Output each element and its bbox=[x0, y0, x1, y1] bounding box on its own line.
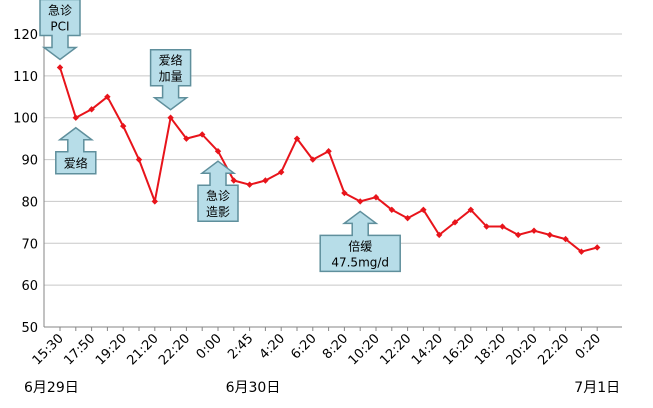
data-point bbox=[167, 114, 174, 121]
x-tick-label: 22:20 bbox=[535, 331, 572, 368]
y-tick-label: 90 bbox=[21, 154, 38, 169]
callout: 急诊 PCI bbox=[39, 0, 81, 61]
x-tick-label: 0:00 bbox=[194, 331, 225, 362]
date-label: 7月1日 bbox=[574, 380, 620, 396]
chart-axes bbox=[43, 34, 622, 331]
data-point bbox=[420, 206, 427, 213]
callout-label: 爱络 bbox=[64, 156, 88, 171]
data-point bbox=[578, 248, 585, 255]
y-tick-label: 120 bbox=[13, 28, 38, 43]
x-tick-label: 14:20 bbox=[409, 331, 446, 368]
data-point bbox=[404, 214, 411, 222]
series-points bbox=[56, 64, 601, 255]
callout-arrow-shape bbox=[197, 160, 239, 222]
data-point bbox=[293, 135, 301, 142]
y-tick-label: 80 bbox=[21, 195, 38, 210]
date-label: 6月30日 bbox=[226, 380, 281, 396]
x-tick-label: 12:20 bbox=[377, 331, 414, 368]
x-tick-label: 10:20 bbox=[346, 331, 383, 368]
x-tick-label: 2:45 bbox=[225, 331, 256, 362]
data-point bbox=[594, 244, 601, 251]
y-tick-label: 70 bbox=[21, 237, 38, 252]
data-point bbox=[436, 231, 443, 239]
callout-label: 47.5mg/d bbox=[331, 255, 389, 269]
callout-label: PCI bbox=[50, 19, 69, 33]
y-tick-label: 110 bbox=[13, 70, 38, 85]
callout-label: 爱络 bbox=[159, 53, 183, 68]
data-point bbox=[483, 223, 490, 230]
data-point bbox=[262, 177, 269, 184]
data-point bbox=[72, 114, 79, 121]
x-tick-label: 15:30 bbox=[30, 331, 67, 368]
data-point bbox=[499, 223, 506, 230]
date-labels: 6月29日 6月30日 7月1日 bbox=[24, 380, 620, 396]
data-point bbox=[515, 231, 522, 239]
data-point bbox=[278, 168, 285, 176]
data-point bbox=[56, 64, 64, 71]
data-point bbox=[120, 122, 127, 130]
data-point bbox=[372, 194, 380, 201]
y-tick-label: 100 bbox=[13, 112, 38, 127]
data-point bbox=[546, 231, 553, 239]
callout-label: 加量 bbox=[159, 70, 183, 84]
data-point bbox=[530, 227, 538, 234]
data-point bbox=[135, 156, 143, 163]
x-tick-label: 6:20 bbox=[288, 331, 319, 362]
x-tick-label: 19:20 bbox=[93, 331, 130, 368]
callout: 爱络 bbox=[55, 126, 97, 175]
data-point bbox=[151, 198, 158, 205]
data-point bbox=[325, 148, 332, 155]
date-label: 6月29日 bbox=[24, 380, 79, 396]
y-tick-label: 60 bbox=[21, 279, 38, 294]
callout-label: 急诊 bbox=[48, 2, 72, 17]
data-point bbox=[467, 206, 474, 213]
callout-arrow-shape bbox=[319, 210, 401, 273]
data-point bbox=[199, 131, 206, 138]
data-point bbox=[246, 181, 253, 188]
data-point bbox=[357, 198, 364, 205]
callout: 倍缓 47.5mg/d bbox=[319, 210, 401, 273]
x-tick-label: 17:50 bbox=[61, 331, 98, 368]
data-point bbox=[451, 219, 459, 226]
x-tick-label: 20:20 bbox=[504, 331, 541, 368]
data-point bbox=[562, 235, 569, 243]
x-tick-label: 0:20 bbox=[573, 331, 604, 362]
callout-arrow-shape bbox=[149, 48, 192, 111]
x-tick-label: 4:20 bbox=[257, 331, 288, 362]
data-point bbox=[230, 177, 237, 184]
callout-label: 造影 bbox=[206, 205, 230, 219]
data-point bbox=[104, 93, 111, 100]
data-point bbox=[309, 156, 316, 163]
x-tick-label: 22:20 bbox=[156, 331, 193, 368]
x-tick-label: 16:20 bbox=[441, 331, 478, 368]
callout-arrow-shape bbox=[39, 0, 81, 61]
callout-arrow-shape bbox=[55, 126, 97, 175]
callout-label: 急诊 bbox=[206, 188, 230, 203]
data-point bbox=[183, 135, 190, 142]
callout-label: 倍缓 bbox=[348, 238, 372, 253]
x-tick-label: 18:20 bbox=[472, 331, 509, 368]
data-point bbox=[341, 189, 348, 197]
x-tick-label: 21:20 bbox=[125, 331, 162, 368]
data-point bbox=[214, 148, 222, 155]
data-point bbox=[88, 106, 95, 113]
y-tick-label: 50 bbox=[21, 321, 38, 336]
data-point bbox=[388, 206, 395, 213]
y-axis-ticks: 50 60 70 80 90 100 110 120 bbox=[13, 28, 38, 336]
